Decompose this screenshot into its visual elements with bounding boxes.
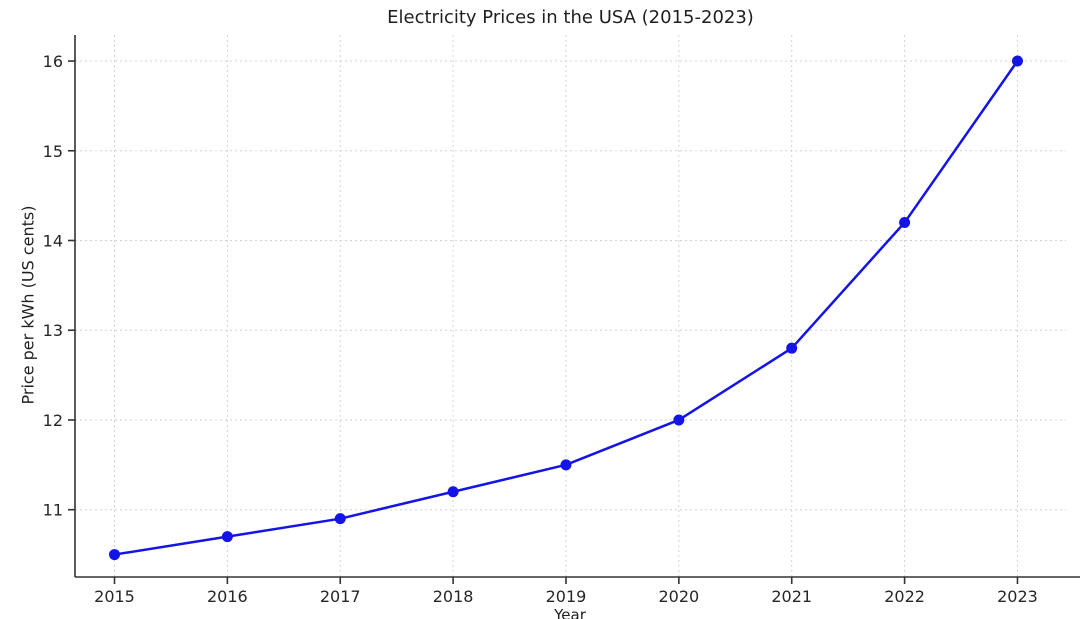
- data-point-marker: [109, 549, 121, 561]
- data-point-marker: [447, 486, 459, 498]
- data-point-marker: [786, 342, 798, 354]
- y-tick-label: 13: [43, 321, 63, 340]
- x-tick-label: 2017: [320, 587, 361, 606]
- data-point-marker: [899, 217, 911, 229]
- y-tick-label: 16: [43, 52, 63, 71]
- y-tick-label: 14: [43, 231, 63, 250]
- y-tick-label: 11: [43, 501, 63, 520]
- x-tick-label: 2015: [94, 587, 135, 606]
- y-tick-label: 12: [43, 411, 63, 430]
- data-point-marker: [221, 531, 233, 543]
- x-tick-label: 2019: [546, 587, 587, 606]
- x-tick-label: 2021: [771, 587, 812, 606]
- x-tick-label: 2022: [884, 587, 925, 606]
- y-tick-label: 15: [43, 142, 63, 161]
- x-tick-label: 2023: [997, 587, 1038, 606]
- x-tick-label: 2020: [658, 587, 699, 606]
- data-point-marker: [673, 414, 685, 426]
- data-point-marker: [1011, 55, 1023, 67]
- chart-title: Electricity Prices in the USA (2015-2023…: [387, 7, 754, 28]
- x-tick-label: 2016: [207, 587, 248, 606]
- data-point-marker: [560, 459, 572, 471]
- data-point-marker: [334, 513, 346, 525]
- x-tick-label: 2018: [433, 587, 474, 606]
- x-axis-label: Year: [554, 606, 586, 619]
